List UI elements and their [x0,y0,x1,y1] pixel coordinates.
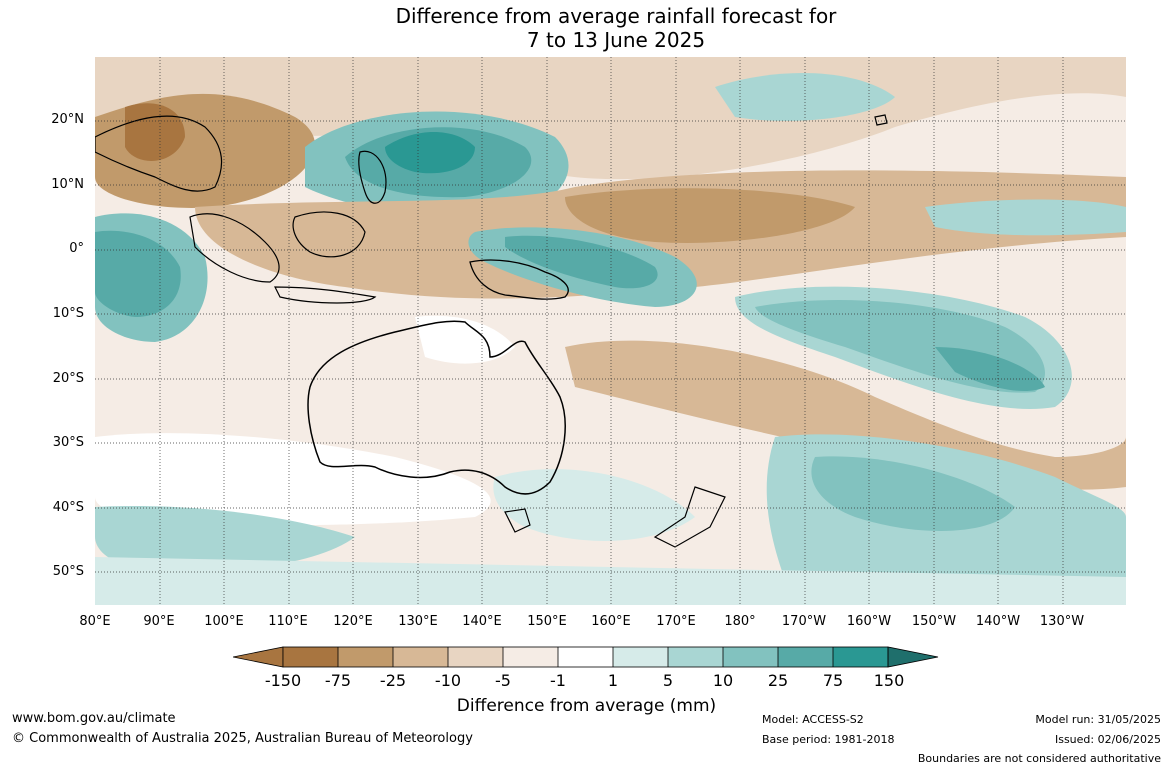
title-line-2: 7 to 13 June 2025 [526,28,706,52]
lon-label-120e: 120°E [333,614,373,629]
wet-band-east-pacific [925,199,1126,236]
colorbar-title: Difference from average (mm) [456,696,717,716]
colorbar-swatch-7 [613,647,668,667]
colorbar-swatch-3 [393,647,448,667]
map-title: Difference from average rainfall forecas… [0,4,1173,52]
footer-model-run: Model run: 31/05/2025 [1035,713,1161,726]
lon-label-130e: 130°E [398,614,438,629]
hawaii-coastline [874,114,888,126]
footer-base-period: Base period: 1981-2018 [762,733,895,746]
colorbar-swatch-2 [338,647,393,667]
colorbar-extend-low [233,646,284,668]
australia-coastline [307,320,566,495]
indochina-coastline [95,115,223,192]
colorbar-label: 10 [712,671,734,690]
colorbar-outline [282,646,889,668]
colorbar-label: 25 [767,671,789,690]
new-guinea-coastline [469,259,569,300]
colorbar-swatch-11 [833,647,888,667]
colorbar-swatch-6 [558,647,613,667]
colorbar-label: -1 [550,671,566,690]
colorbar-label: -75 [324,671,352,690]
colorbar-swatch-1 [283,647,338,667]
lon-label-180: 180° [724,614,756,629]
colorbar-label: 75 [822,671,844,690]
colorbar-label: -5 [495,671,511,690]
lon-label-100e: 100°E [204,614,244,629]
lat-label-30s: 30°S [52,435,84,450]
philippines-coastline [358,150,387,204]
colorbar-swatch-9 [723,647,778,667]
colorbar-label: 150 [873,671,905,690]
lon-label-170w: 170°W [781,614,827,629]
footer-issued: Issued: 02/06/2025 [1054,733,1161,746]
new-zealand-coastline [653,486,726,548]
lon-label-150e: 150°E [527,614,567,629]
tasmania-coastline [504,508,531,533]
lat-label-20s: 20°S [52,371,84,386]
wet-core-eastern-indian-ocean [95,230,181,317]
lat-label-50s: 50°S [52,564,84,579]
colorbar-label: -25 [379,671,407,690]
wet-band-far-south [95,557,1126,605]
rainfall-map [95,57,1126,605]
sumatra-coastline [189,213,280,283]
footer-disclaimer: Boundaries are not considered authoritat… [917,752,1161,765]
lon-label-110e: 110°E [268,614,308,629]
colorbar-swatch-5 [503,647,558,667]
footer-copyright: © Commonwealth of Australia 2025, Austra… [12,731,473,746]
title-line-1: Difference from average rainfall forecas… [395,4,837,28]
colorbar-swatch-4 [448,647,503,667]
lon-label-140w: 140°W [975,614,1021,629]
footer-model: Model: ACCESS-S2 [762,713,864,726]
lon-label-160e: 160°E [591,614,631,629]
lon-label-140e: 140°E [462,614,502,629]
lon-label-150w: 150°W [911,614,957,629]
colorbar-label: -10 [434,671,462,690]
colorbar-label: -150 [264,671,302,690]
colorbar-dividers [337,647,834,667]
colorbar-swatch-8 [668,647,723,667]
lon-label-80e: 80°E [79,614,111,629]
wet-core-philippine-sea [385,132,475,174]
dry-core-indochina [125,103,185,161]
lon-label-160w: 160°W [846,614,892,629]
lat-label-20n: 20°N [51,112,84,127]
lat-label-10s: 10°S [52,306,84,321]
colorbar-extend-high [887,646,939,668]
colorbar-label: 1 [607,671,619,690]
colorbar-swatch-10 [778,647,833,667]
lat-label-10n: 10°N [51,177,84,192]
borneo-coastline [292,211,366,258]
lat-label-40s: 40°S [52,500,84,515]
dry-band-south-pacific [565,340,1126,490]
graticule [95,57,1126,605]
dry-core-central-pacific [565,188,855,243]
wet-core-southern-pacific [811,456,1015,531]
footer-url[interactable]: www.bom.gov.au/climate [12,711,176,726]
wet-core-new-guinea [505,235,658,289]
java-coastline [274,286,377,304]
colorbar [233,646,939,668]
rainfall-map-svg [95,57,1126,605]
neutral-region-southern-ocean [95,433,491,526]
wet-core-south-pacific [935,347,1045,392]
colorbar-label: 5 [662,671,674,690]
lon-label-90e: 90°E [143,614,175,629]
lon-label-130w: 130°W [1039,614,1085,629]
lat-label-equator: 0° [69,241,84,256]
lon-label-170e: 170°E [656,614,696,629]
